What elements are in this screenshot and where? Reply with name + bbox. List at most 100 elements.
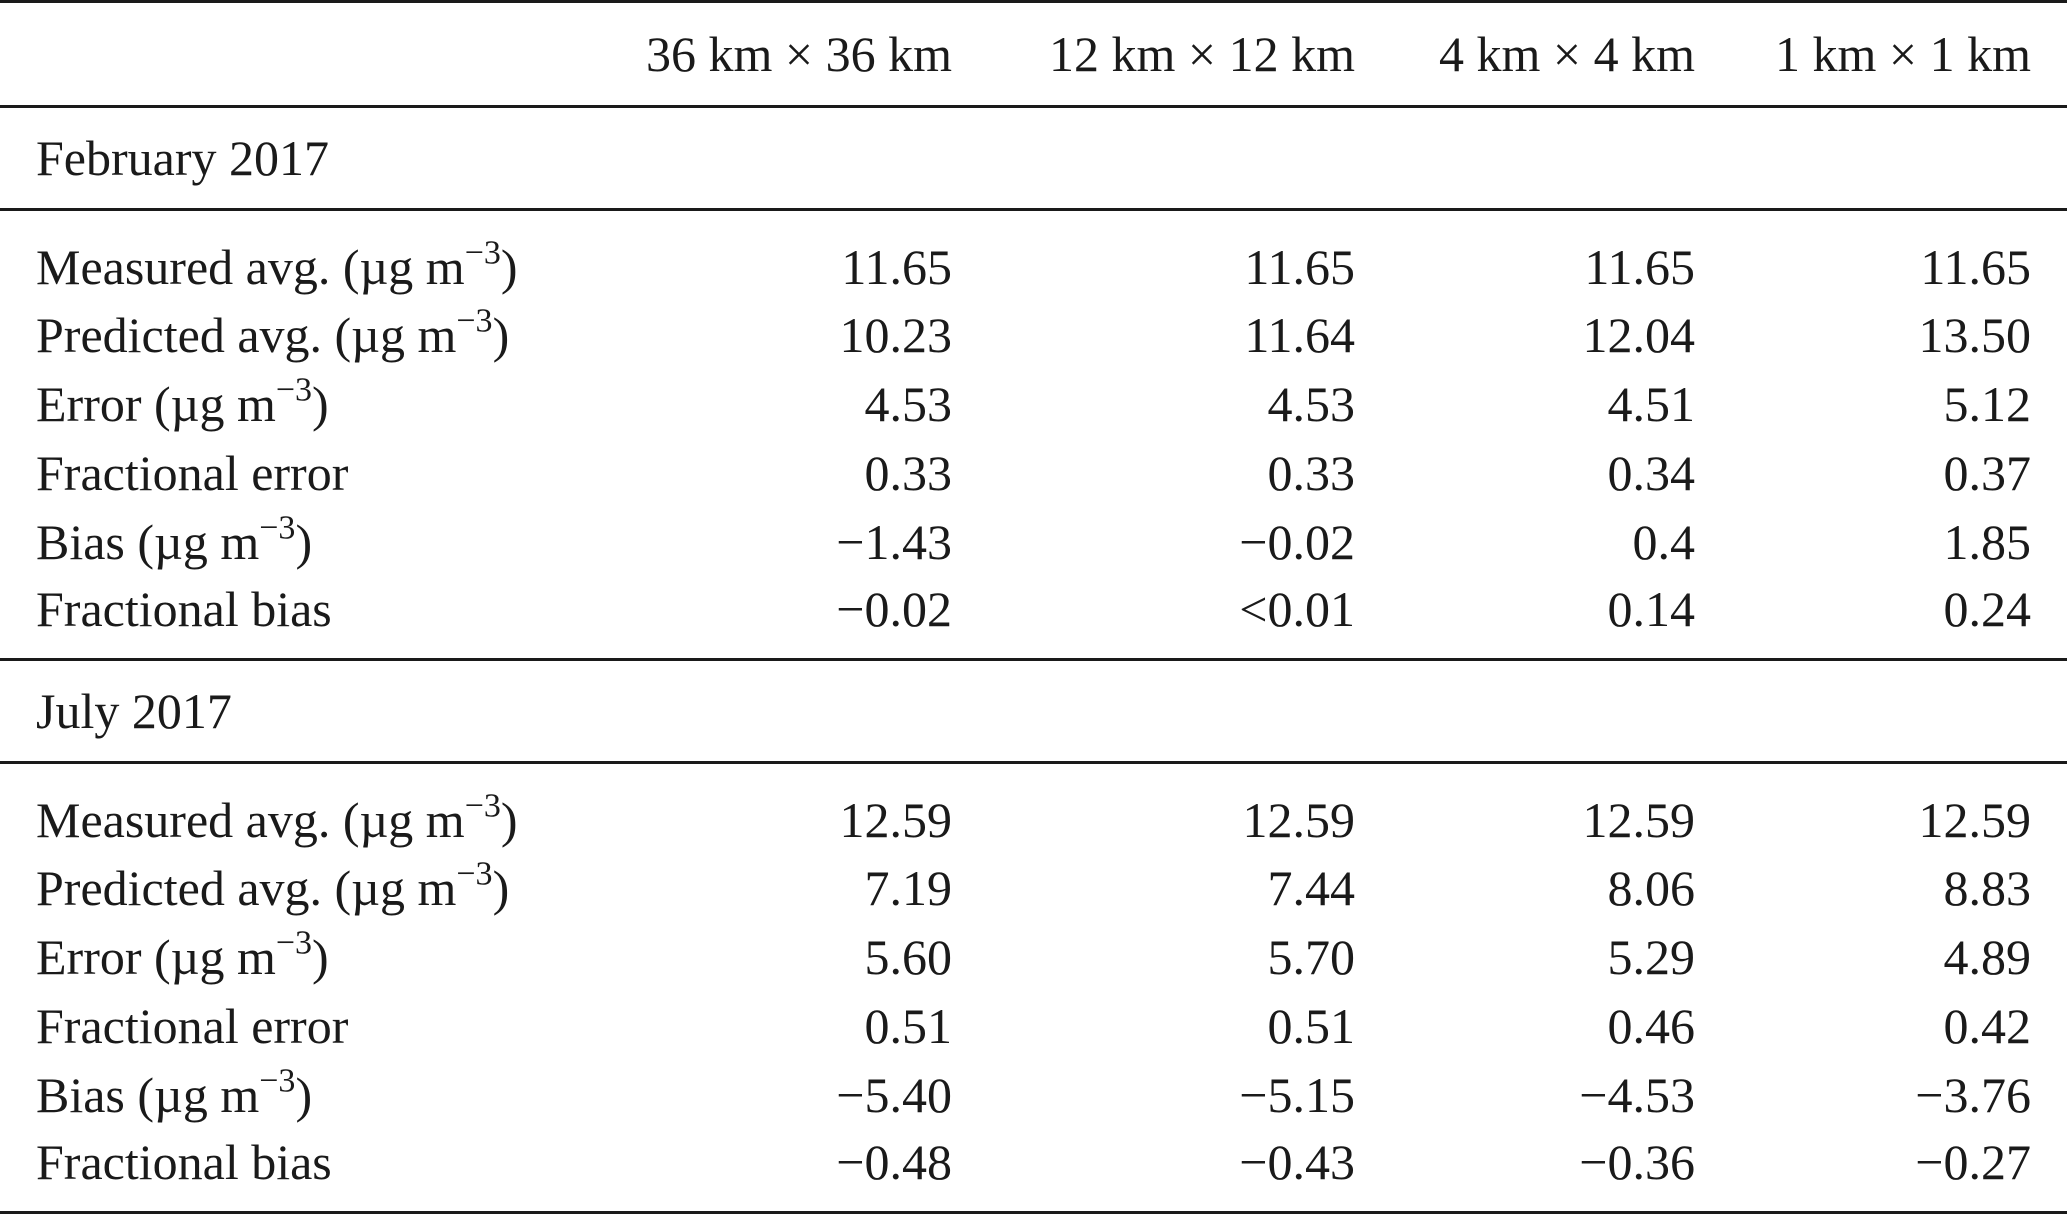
value-cell: −0.02 — [836, 581, 952, 637]
row-label-text: Measured avg. (µg m — [36, 238, 465, 295]
value-cell: 7.44 — [1267, 859, 1356, 916]
row-label: Measured avg. (µg m−3) — [0, 763, 580, 854]
row-label-unit-exponent: −3 — [259, 1062, 296, 1100]
row-label: Predicted avg. (µg m−3) — [0, 300, 580, 369]
value-cell: 8.06 — [1607, 859, 1696, 916]
section-header-row: July 2017 — [0, 660, 2067, 763]
value-cell: <0.01 — [1239, 581, 1355, 637]
value-cell: −1.43 — [836, 513, 952, 570]
row-label-close-paren: ) — [492, 859, 510, 916]
value-cell: 11.64 — [1244, 306, 1355, 363]
row-label-close-paren: ) — [500, 238, 518, 295]
value-cell: 11.65 — [1920, 238, 2031, 295]
row-label-text: Fractional error — [36, 997, 349, 1054]
row-label: Error (µg m−3) — [0, 922, 580, 991]
value-cell: −0.02 — [1239, 513, 1355, 570]
table-row: Predicted avg. (µg m−3) 7.19 7.44 8.06 8.83 — [0, 853, 2067, 922]
header-cell-12km: 12 km × 12 km — [1049, 26, 1355, 82]
row-label-text: Measured avg. (µg m — [36, 791, 465, 848]
value-cell: −4.53 — [1579, 1066, 1695, 1123]
value-cell: 12.59 — [1582, 791, 1696, 848]
value-cell: 11.65 — [1244, 238, 1355, 295]
section-header-row: February 2017 — [0, 107, 2067, 210]
row-label-close-paren: ) — [500, 791, 518, 848]
row-label-unit-exponent: −3 — [275, 924, 313, 962]
value-cell: 4.53 — [1267, 375, 1356, 432]
row-label-text: Error (µg m — [36, 928, 276, 985]
table-body: February 2017 Measured avg. (µg m−3) 11.65… — [0, 107, 2067, 1213]
table-row: Measured avg. (µg m−3) 11.65 11.65 11.65 11.… — [0, 210, 2067, 301]
header-cell-empty — [0, 2, 580, 107]
value-cell: 12.59 — [1242, 791, 1356, 848]
value-cell: 5.60 — [864, 928, 953, 985]
table-row: Fractional bias −0.48 −0.43 −0.36 −0.27 — [0, 1129, 2067, 1213]
value-cell: 0.51 — [864, 997, 953, 1054]
value-cell: 0.51 — [1267, 997, 1356, 1054]
value-cell: 0.37 — [1943, 444, 2032, 501]
value-cell: 0.24 — [1943, 581, 2032, 637]
header-cell-36km: 36 km × 36 km — [646, 26, 952, 82]
value-cell: 0.34 — [1607, 444, 1696, 501]
value-cell: 10.23 — [839, 306, 953, 363]
row-label-unit-exponent: −3 — [456, 302, 493, 340]
row-label: Fractional error — [0, 991, 580, 1060]
table-row: Measured avg. (µg m−3) 12.59 12.59 12.59 12.… — [0, 763, 2067, 854]
row-label-unit-exponent: −3 — [456, 855, 493, 893]
row-label-text: Predicted avg. (µg m — [36, 859, 457, 916]
table-row: Fractional bias −0.02 <0.01 0.14 0.24 — [0, 576, 2067, 660]
value-cell: 0.33 — [1267, 444, 1356, 501]
row-label: Measured avg. (µg m−3) — [0, 210, 580, 301]
header-cell-4km: 4 km × 4 km — [1439, 26, 1695, 82]
value-cell: −5.40 — [836, 1066, 952, 1123]
value-cell: 7.19 — [864, 859, 953, 916]
row-label: Bias (µg m−3) — [0, 507, 580, 576]
row-label-unit-exponent: −3 — [464, 787, 501, 825]
table-row: Fractional error 0.51 0.51 0.46 0.42 — [0, 991, 2067, 1060]
row-label-close-paren: ) — [492, 306, 510, 363]
row-label-text: Bias (µg m — [36, 513, 260, 570]
value-cell: −0.27 — [1915, 1134, 2031, 1190]
value-cell: 5.12 — [1943, 375, 2032, 432]
value-cell: 12.59 — [1918, 791, 2032, 848]
value-cell: −3.76 — [1915, 1066, 2031, 1123]
value-cell: 8.83 — [1943, 859, 2032, 916]
row-label: Predicted avg. (µg m−3) — [0, 853, 580, 922]
table-row: Bias (µg m−3) −5.40 −5.15 −4.53 −3.76 — [0, 1060, 2067, 1129]
value-cell: −0.36 — [1579, 1134, 1695, 1190]
value-cell: −0.48 — [836, 1134, 952, 1190]
row-label-unit-exponent: −3 — [275, 371, 313, 409]
row-label-unit-exponent: −3 — [259, 509, 296, 547]
value-cell: −0.43 — [1239, 1134, 1355, 1190]
table-row: Error (µg m−3) 5.60 5.70 5.29 4.89 — [0, 922, 2067, 991]
value-cell: 0.4 — [1632, 513, 1696, 570]
value-cell: 4.53 — [864, 375, 953, 432]
table-row: Predicted avg. (µg m−3) 10.23 11.64 12.04 13… — [0, 300, 2067, 369]
row-label-text: Predicted avg. (µg m — [36, 306, 457, 363]
row-label-text: Fractional bias — [36, 1134, 332, 1190]
row-label-text: Fractional bias — [36, 581, 332, 637]
row-label: Error (µg m−3) — [0, 369, 580, 438]
row-label-close-paren: ) — [295, 513, 313, 570]
row-label-text: Fractional error — [36, 444, 349, 501]
value-cell: 4.89 — [1943, 928, 2032, 985]
value-cell: 0.42 — [1943, 997, 2032, 1054]
value-cell: 11.65 — [841, 238, 952, 295]
row-label: Bias (µg m−3) — [0, 1060, 580, 1129]
value-cell: 12.04 — [1582, 306, 1696, 363]
row-label-close-paren: ) — [295, 1066, 313, 1123]
section-title: February 2017 — [36, 130, 329, 186]
table-row: Bias (µg m−3) −1.43 −0.02 0.4 1.85 — [0, 507, 2067, 576]
header-cell-1km: 1 km × 1 km — [1775, 26, 2031, 82]
table-row: Fractional error 0.33 0.33 0.34 0.37 — [0, 438, 2067, 507]
value-cell: 12.59 — [839, 791, 953, 848]
value-cell: 1.85 — [1943, 513, 2032, 570]
row-label-close-paren: ) — [312, 375, 329, 432]
row-label-text: Bias (µg m — [36, 1066, 260, 1123]
row-label-text: Error (µg m — [36, 375, 276, 432]
value-cell: 4.51 — [1607, 375, 1696, 432]
table-row: Error (µg m−3) 4.53 4.53 4.51 5.12 — [0, 369, 2067, 438]
row-label: Fractional error — [0, 438, 580, 507]
value-cell: 11.65 — [1584, 238, 1695, 295]
